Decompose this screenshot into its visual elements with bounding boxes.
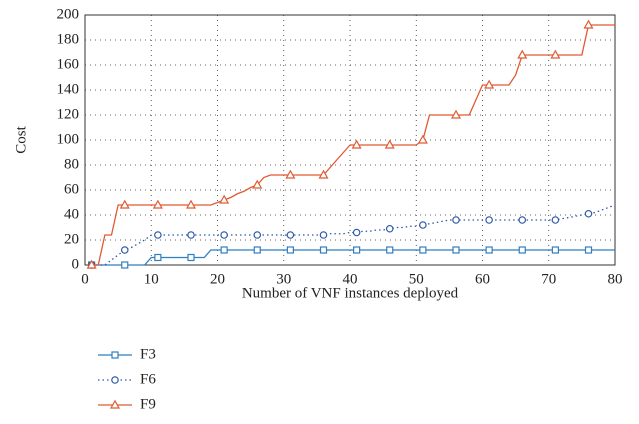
y-tick-label: 80 bbox=[64, 156, 79, 172]
marker bbox=[584, 246, 593, 254]
marker bbox=[352, 228, 361, 237]
x-tick-label: 40 bbox=[343, 271, 358, 287]
marker bbox=[484, 79, 495, 89]
marker bbox=[318, 169, 329, 179]
marker bbox=[111, 376, 119, 384]
legend-label: F6 bbox=[140, 371, 156, 387]
marker bbox=[551, 216, 560, 224]
marker bbox=[518, 216, 527, 224]
marker bbox=[253, 231, 262, 239]
marker bbox=[385, 224, 394, 233]
marker bbox=[351, 139, 362, 149]
x-tick-label: 60 bbox=[475, 271, 490, 287]
marker bbox=[353, 246, 361, 254]
marker bbox=[517, 49, 528, 59]
marker bbox=[584, 209, 593, 218]
marker bbox=[120, 246, 129, 254]
series-line bbox=[91, 24, 615, 266]
x-tick-label: 0 bbox=[81, 271, 89, 287]
marker bbox=[119, 199, 130, 209]
marker bbox=[111, 351, 119, 359]
marker bbox=[187, 253, 195, 262]
x-tick-label: 20 bbox=[210, 271, 225, 287]
legend-label: F9 bbox=[140, 396, 156, 412]
legend-label: F3 bbox=[140, 346, 156, 362]
marker bbox=[154, 231, 162, 239]
marker bbox=[154, 253, 162, 262]
y-axis-label: Cost bbox=[13, 125, 29, 153]
x-tick-label: 80 bbox=[608, 271, 623, 287]
x-tick-label: 30 bbox=[276, 271, 291, 287]
x-tick-label: 50 bbox=[409, 271, 424, 287]
marker bbox=[286, 231, 295, 239]
marker bbox=[253, 246, 261, 254]
marker bbox=[285, 169, 296, 179]
y-tick-label: 60 bbox=[64, 181, 79, 197]
x-tick-label: 70 bbox=[541, 271, 556, 287]
marker bbox=[485, 246, 493, 254]
marker bbox=[551, 246, 559, 254]
y-tick-label: 180 bbox=[57, 31, 80, 47]
marker bbox=[121, 261, 129, 269]
y-tick-label: 160 bbox=[57, 56, 80, 72]
marker bbox=[220, 246, 228, 254]
x-axis-label: Number of VNF instances deployed bbox=[242, 285, 459, 301]
y-tick-label: 0 bbox=[72, 256, 80, 272]
marker bbox=[319, 231, 328, 239]
y-tick-label: 40 bbox=[64, 206, 79, 222]
marker bbox=[485, 216, 493, 224]
marker bbox=[550, 49, 561, 59]
marker bbox=[419, 221, 427, 229]
marker bbox=[319, 246, 328, 254]
y-tick-label: 140 bbox=[57, 81, 80, 97]
marker bbox=[152, 199, 163, 209]
x-tick-label: 10 bbox=[144, 271, 159, 287]
marker bbox=[252, 179, 263, 189]
marker bbox=[187, 231, 195, 239]
marker bbox=[386, 246, 394, 254]
plot-frame bbox=[84, 14, 616, 266]
marker bbox=[452, 246, 460, 254]
y-tick-label: 20 bbox=[64, 231, 79, 247]
marker bbox=[86, 259, 97, 269]
marker bbox=[450, 109, 462, 119]
marker bbox=[185, 199, 197, 209]
marker bbox=[286, 246, 294, 254]
y-tick-label: 100 bbox=[57, 131, 80, 147]
marker bbox=[417, 134, 428, 144]
marker bbox=[583, 19, 594, 29]
marker bbox=[419, 246, 427, 254]
y-tick-label: 200 bbox=[57, 6, 80, 22]
marker bbox=[220, 231, 228, 239]
marker bbox=[384, 139, 395, 149]
marker bbox=[219, 194, 230, 204]
series-line bbox=[91, 204, 616, 266]
marker bbox=[452, 216, 460, 224]
marker bbox=[109, 399, 121, 409]
marker bbox=[518, 246, 526, 254]
y-tick-label: 120 bbox=[57, 106, 80, 122]
